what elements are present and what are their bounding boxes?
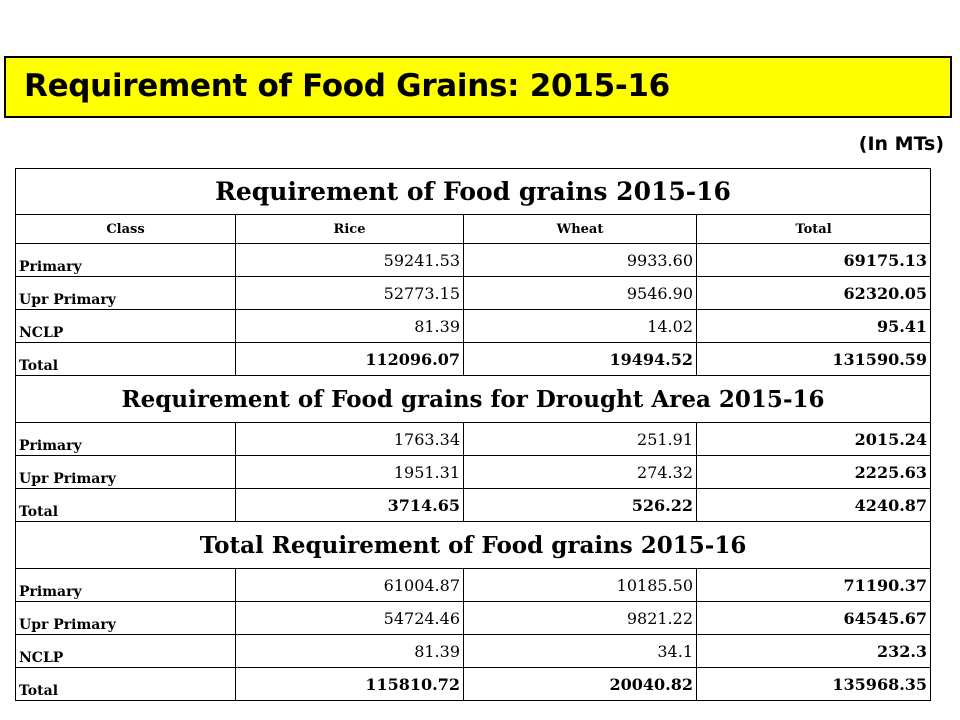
row-wheat: 34.1 [463,634,697,668]
row-wheat: 19494.52 [463,342,697,376]
row-wheat: 251.91 [463,422,697,456]
food-grains-table: Requirement of Food grains 2015-16 Class… [14,168,932,701]
table-row: NCLP 81.39 34.1 232.3 [15,634,932,668]
header-class: Class [15,214,236,244]
row-wheat: 14.02 [463,309,697,343]
row-class: Upr Primary [15,276,236,310]
row-wheat: 526.22 [463,488,697,522]
row-rice: 81.39 [235,309,464,343]
section-title-row: Requirement of Food grains 2015-16 [14,168,932,215]
row-rice: 1951.31 [235,455,464,489]
table-total-row: Total 115810.72 20040.82 135968.35 [15,667,932,701]
table-row: NCLP 81.39 14.02 95.41 [15,309,932,343]
table-row: Upr Primary 54724.46 9821.22 64545.67 [15,601,932,635]
table-total-row: Total 3714.65 526.22 4240.87 [15,488,932,522]
row-rice: 61004.87 [235,568,464,602]
row-total: 95.41 [695,309,932,343]
row-total: 64545.67 [695,601,932,635]
table-header-row: Class Rice Wheat Total [15,214,932,244]
table-row: Primary 59241.53 9933.60 69175.13 [15,243,932,277]
row-wheat: 9546.90 [463,276,697,310]
row-rice: 52773.15 [235,276,464,310]
row-total: 2015.24 [695,422,932,456]
row-wheat: 9933.60 [463,243,697,277]
header-wheat: Wheat [463,214,697,244]
page-title: Requirement of Food Grains: 2015-16 [24,68,670,104]
row-class: Primary [15,422,236,456]
table-row: Primary 61004.87 10185.50 71190.37 [15,568,932,602]
row-wheat: 10185.50 [463,568,697,602]
row-rice: 3714.65 [235,488,464,522]
table-row: Primary 1763.34 251.91 2015.24 [15,422,932,456]
table-row: Upr Primary 1951.31 274.32 2225.63 [15,455,932,489]
row-rice: 81.39 [235,634,464,668]
row-class: Upr Primary [15,455,236,489]
unit-note: (In MTs) [858,133,944,155]
row-wheat: 20040.82 [463,667,697,701]
row-total: 62320.05 [695,276,932,310]
row-wheat: 274.32 [463,455,697,489]
row-total: 69175.13 [695,243,932,277]
row-total: 135968.35 [695,667,932,701]
row-total: 2225.63 [695,455,932,489]
row-class: Total [15,488,236,522]
row-class: Primary [15,568,236,602]
row-class: Total [15,667,236,701]
row-total: 4240.87 [695,488,932,522]
table-total-row: Total 112096.07 19494.52 131590.59 [15,342,932,376]
row-class: NCLP [15,309,236,343]
row-wheat: 9821.22 [463,601,697,635]
row-rice: 1763.34 [235,422,464,456]
row-class: Total [15,342,236,376]
table-row: Upr Primary 52773.15 9546.90 62320.05 [15,276,932,310]
row-total: 71190.37 [695,568,932,602]
section-title: Requirement of Food grains for Drought A… [14,375,932,423]
row-rice: 115810.72 [235,667,464,701]
row-rice: 59241.53 [235,243,464,277]
row-total: 131590.59 [695,342,932,376]
section-title-row: Total Requirement of Food grains 2015-16 [14,521,932,569]
row-class: Upr Primary [15,601,236,635]
row-class: NCLP [15,634,236,668]
section-title: Total Requirement of Food grains 2015-16 [14,521,932,569]
header-total: Total [695,214,932,244]
title-banner: Requirement of Food Grains: 2015-16 [4,56,952,118]
row-class: Primary [15,243,236,277]
row-total: 232.3 [695,634,932,668]
header-rice: Rice [235,214,464,244]
section-title-row: Requirement of Food grains for Drought A… [14,375,932,423]
row-rice: 54724.46 [235,601,464,635]
row-rice: 112096.07 [235,342,464,376]
section-title: Requirement of Food grains 2015-16 [14,168,932,215]
